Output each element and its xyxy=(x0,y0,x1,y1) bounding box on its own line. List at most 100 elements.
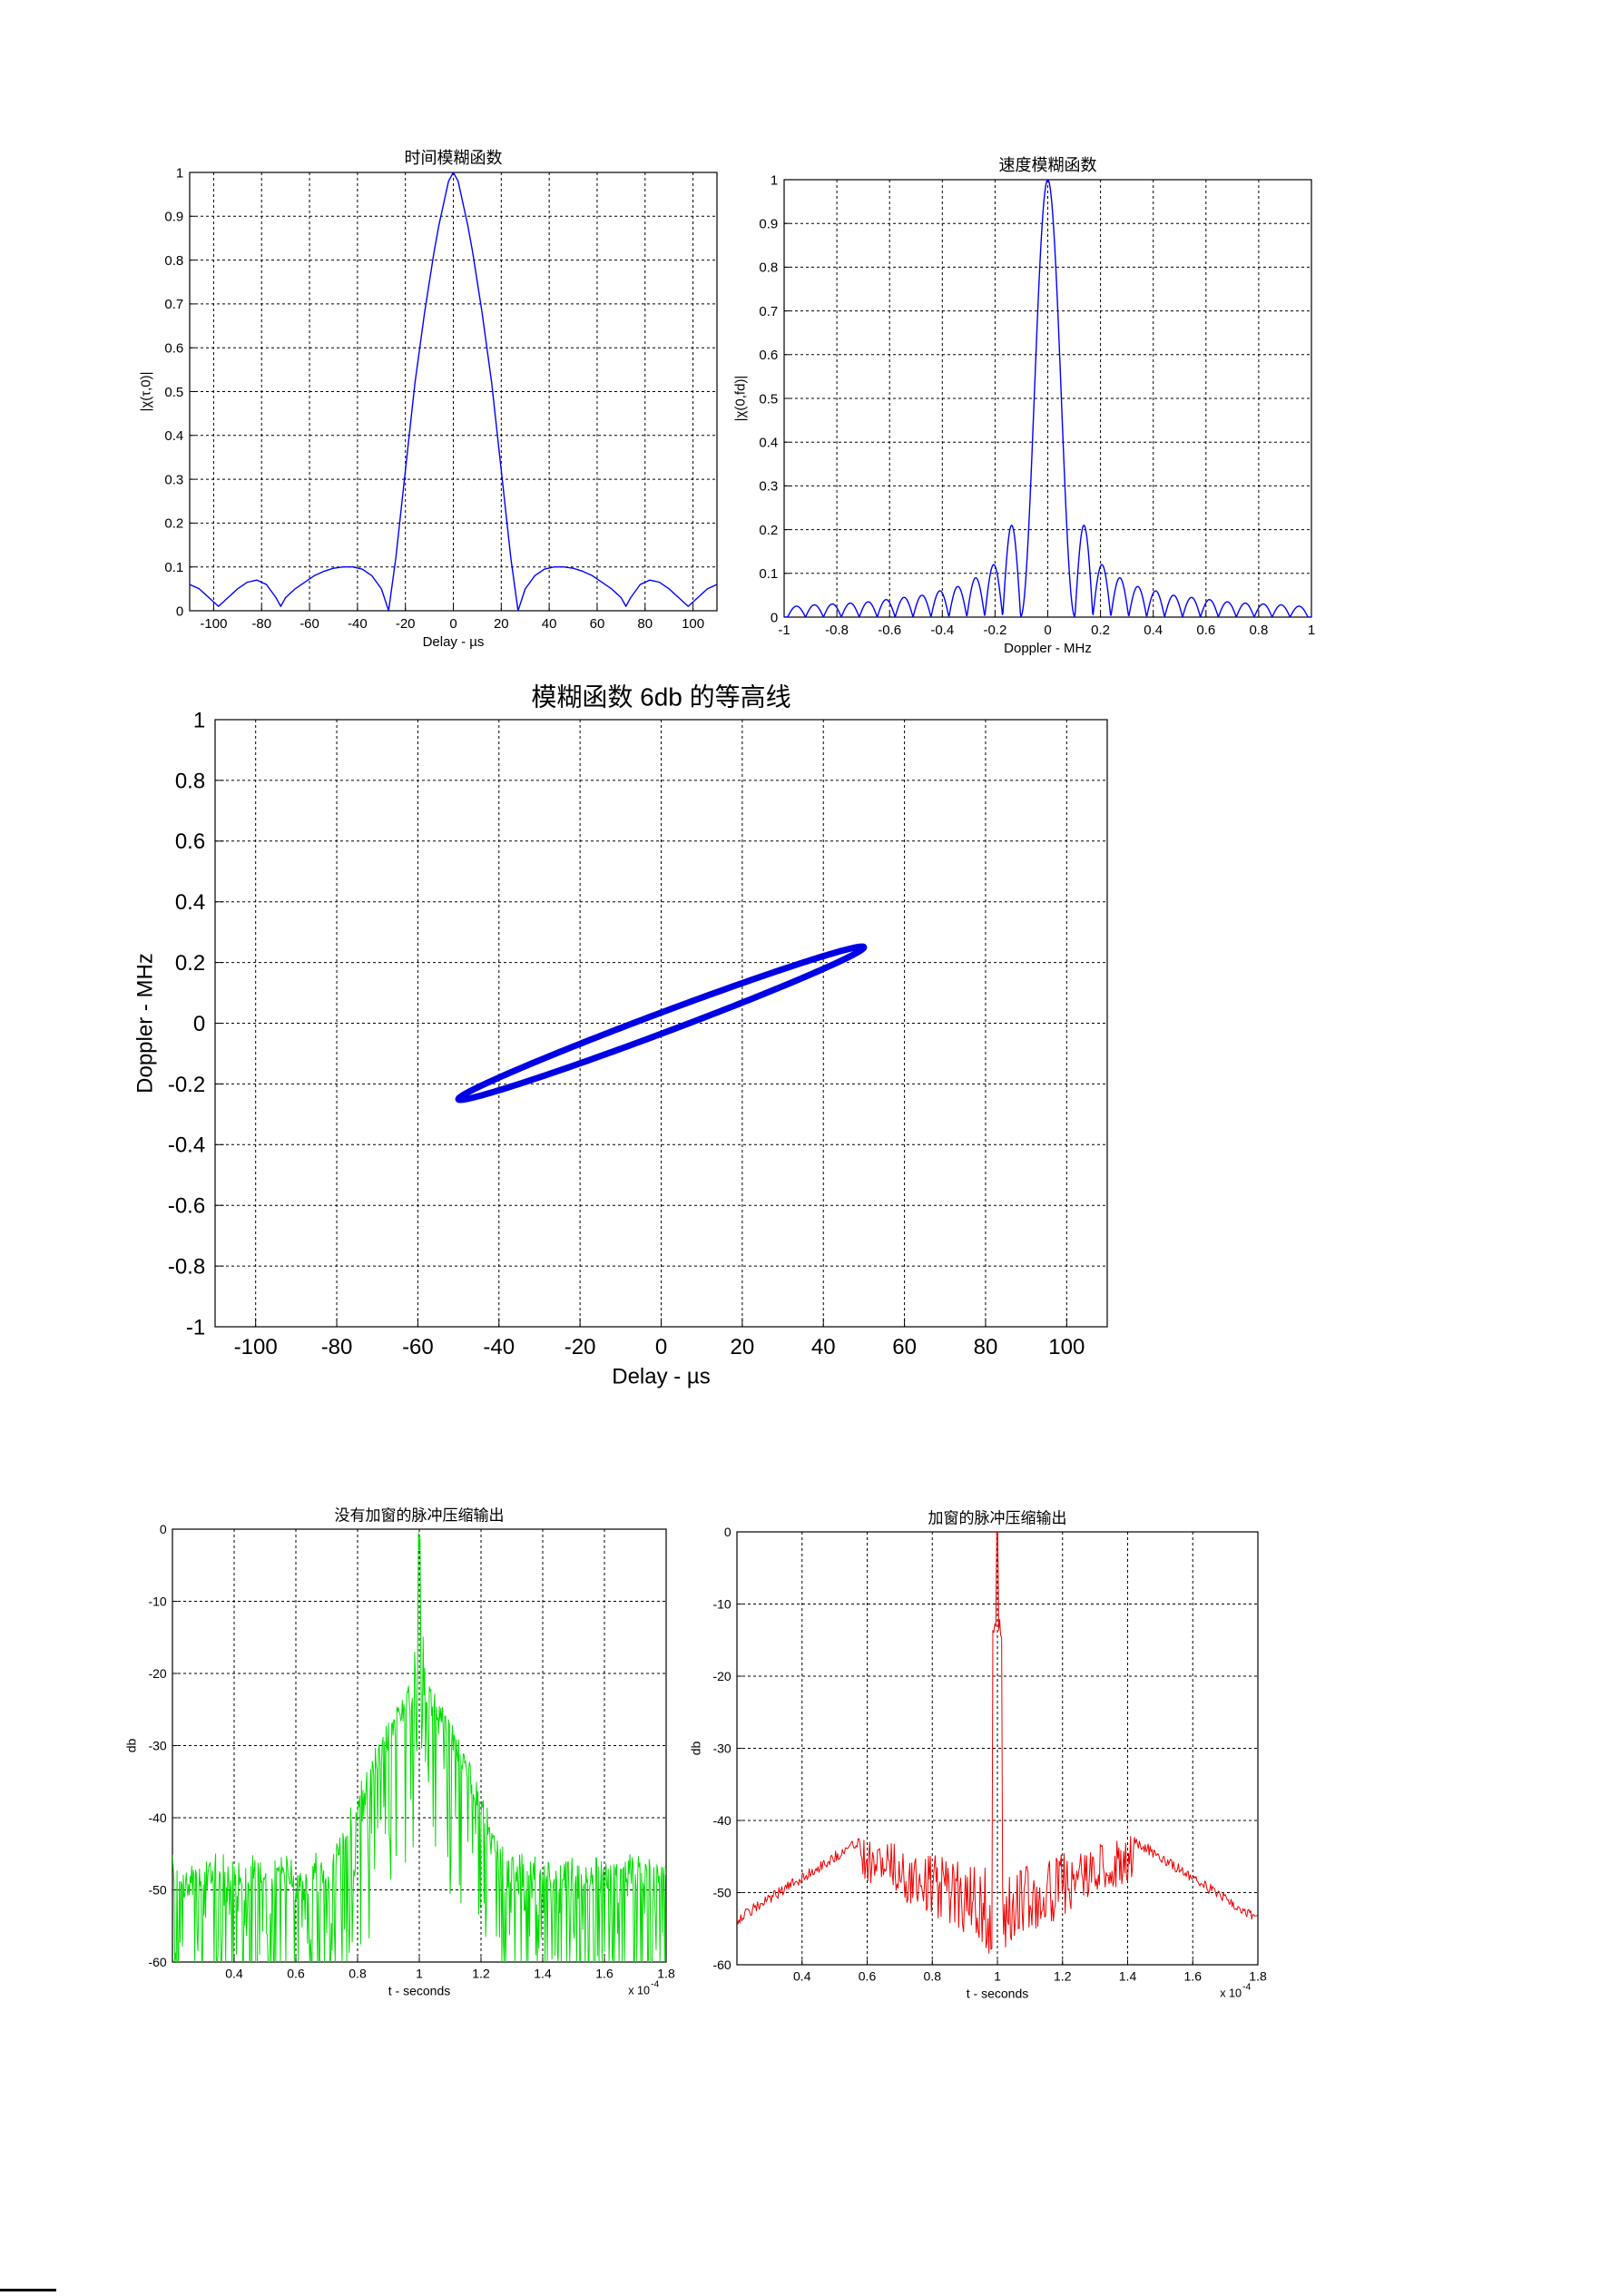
doppler_ambiguity-xtick-label-0: -1 xyxy=(778,623,790,638)
compress_window-ytick-label-2: -40 xyxy=(712,1813,731,1828)
doppler_ambiguity-ytick-label-1: 0.1 xyxy=(759,566,778,582)
time_ambiguity-ytick-label-10: 1 xyxy=(176,165,183,181)
time_ambiguity-xtick-label-7: 40 xyxy=(542,616,557,632)
compress_nowindow-xtick-label-1: 0.6 xyxy=(287,1967,305,1981)
time_ambiguity-ytick-label-5: 0.5 xyxy=(164,385,183,400)
doppler_ambiguity-ytick-label-2: 0.2 xyxy=(759,523,778,538)
contour_6db-ylabel: Doppler - MHz xyxy=(133,953,157,1094)
compress_nowindow-xtick-label-4: 1.2 xyxy=(472,1967,490,1981)
doppler_ambiguity-ylabel: |χ(0,fd)| xyxy=(733,376,749,422)
time_ambiguity-xtick-label-10: 100 xyxy=(682,616,704,632)
contour_6db-xtick-label-10: 100 xyxy=(1048,1335,1085,1359)
compress_nowindow-ytick-label-1: -50 xyxy=(148,1882,166,1897)
contour_6db-xlabel: Delay - µs xyxy=(612,1364,711,1388)
doppler_ambiguity-xtick-label-9: 0.8 xyxy=(1249,623,1268,638)
contour_6db-xtick-label-9: 80 xyxy=(974,1335,998,1359)
compress_window-xtick-label-5: 1.4 xyxy=(1119,1969,1137,1984)
time_ambiguity-ytick-label-8: 0.8 xyxy=(164,253,183,269)
compress_nowindow-xtick-label-2: 0.8 xyxy=(349,1967,367,1981)
time_ambiguity-xtick-label-2: -60 xyxy=(299,616,319,632)
compress_window-ylabel: db xyxy=(688,1742,702,1756)
time_ambiguity-xtick-label-5: 0 xyxy=(449,616,457,632)
compress_window-series-line xyxy=(737,1532,1258,1954)
contour_6db-series-line xyxy=(455,943,868,1104)
contour_6db-frame xyxy=(214,719,1108,1328)
compress_window-ytick-label-6: 0 xyxy=(724,1525,731,1539)
time_ambiguity-xtick-label-9: 80 xyxy=(637,616,653,632)
doppler_ambiguity-ytick-label-9: 0.9 xyxy=(759,216,778,231)
doppler_ambiguity-xlabel: Doppler - MHz xyxy=(1004,641,1092,656)
time_ambiguity-xtick-label-6: 20 xyxy=(494,616,509,632)
compress_nowindow-ytick-label-6: 0 xyxy=(160,1522,167,1536)
compress_nowindow-chart: 0.4 0.6 0.8 1 1.2 1.4 1.6 1.8-60-50-40-30-20-10… xyxy=(123,1507,675,1998)
contour_6db-xtick-label-1: -80 xyxy=(321,1335,353,1359)
compress_window-xtick-label-7: 1.8 xyxy=(1249,1969,1267,1984)
compress_window-xlabel: t - seconds xyxy=(967,1986,1028,2000)
time_ambiguity-xtick-label-1: -80 xyxy=(251,616,271,632)
compress_nowindow-xtick-label-0: 0.4 xyxy=(225,1967,243,1981)
time_ambiguity-ytick-label-2: 0.2 xyxy=(164,516,183,532)
contour_6db-xtick-label-8: 60 xyxy=(892,1335,917,1359)
time_ambiguity-ytick-label-0: 0 xyxy=(176,603,183,619)
compress_nowindow-xtick-label-6: 1.6 xyxy=(595,1967,614,1981)
doppler_ambiguity-title: 速度模糊函数 xyxy=(999,156,1097,174)
doppler_ambiguity-ytick-label-8: 0.8 xyxy=(759,260,778,276)
compress_nowindow-xtick-label-3: 1 xyxy=(416,1967,423,1981)
contour_6db-xtick-label-3: -40 xyxy=(483,1335,515,1359)
compress_window-x-multiplier: x 10 xyxy=(1220,1987,1242,2000)
contour_6db-xtick-label-2: -60 xyxy=(402,1335,434,1359)
contour_6db-xtick-label-5: 0 xyxy=(655,1335,667,1359)
page-footer-rule xyxy=(0,2289,56,2291)
contour_6db-ytick-label-10: 1 xyxy=(193,708,205,732)
compress_nowindow-xtick-label-7: 1.8 xyxy=(657,1967,675,1981)
doppler_ambiguity-xtick-label-5: 0 xyxy=(1044,623,1051,638)
compress_window-xtick-label-4: 1.2 xyxy=(1054,1969,1072,1984)
compress_window-ytick-label-0: -60 xyxy=(712,1957,731,1972)
time_ambiguity-ytick-label-7: 0.7 xyxy=(164,297,183,312)
doppler_ambiguity-ytick-label-0: 0 xyxy=(771,610,778,625)
time_ambiguity-ytick-label-4: 0.4 xyxy=(164,428,183,444)
doppler_ambiguity-xtick-label-4: -0.2 xyxy=(983,623,1006,638)
contour_6db-xtick-label-6: 20 xyxy=(731,1335,755,1359)
compress_window-ytick-label-1: -50 xyxy=(712,1885,731,1899)
doppler_ambiguity-series-line xyxy=(784,180,1311,617)
doppler_ambiguity-chart: -1 -0.8 -0.6 -0.4 -0.2 0 0.2 0.4 0.6 0.8 1 0 0.1 0.2 0… xyxy=(733,156,1316,656)
compress_nowindow-ytick-label-2: -40 xyxy=(148,1810,166,1825)
time_ambiguity-chart: -100 -80 -60 -40 -20 0 20 40 60 80 100 0 0.1 0.2 0.3 0.… xyxy=(139,149,718,650)
time_ambiguity-ytick-label-6: 0.6 xyxy=(164,340,183,356)
compress_nowindow-ylabel: db xyxy=(123,1739,138,1753)
doppler_ambiguity-xtick-label-2: -0.6 xyxy=(878,623,901,638)
compress_window-ytick-label-3: -30 xyxy=(712,1741,731,1755)
doppler_ambiguity-xtick-label-3: -0.4 xyxy=(930,623,954,638)
compress_window-x-exponent: -4 xyxy=(1242,1981,1251,1992)
compress_nowindow-title: 没有加窗的脉冲压缩输出 xyxy=(335,1507,505,1525)
contour_6db-ytick-label-1: -0.8 xyxy=(168,1255,205,1280)
contour_6db-xtick-label-0: -100 xyxy=(234,1335,278,1359)
compress_nowindow-series-line xyxy=(172,1532,666,1962)
contour_6db-xtick-label-7: 40 xyxy=(811,1335,836,1359)
time_ambiguity-xtick-label-8: 60 xyxy=(590,616,605,632)
time_ambiguity-xlabel: Delay - µs xyxy=(423,634,485,650)
contour_6db-ytick-label-8: 0.6 xyxy=(175,829,205,854)
contour_6db-ytick-label-0: -1 xyxy=(186,1315,205,1339)
time_ambiguity-title: 时间模糊函数 xyxy=(405,149,503,167)
time_ambiguity-xtick-label-4: -20 xyxy=(396,616,416,632)
contour_6db-title: 模糊函数 6db 的等高线 xyxy=(531,683,790,711)
time_ambiguity-ytick-label-3: 0.3 xyxy=(164,472,183,487)
compress_nowindow-xtick-label-5: 1.4 xyxy=(534,1967,552,1981)
compress_nowindow-ytick-label-0: -60 xyxy=(148,1955,166,1969)
contour_6db-xtick-label-4: -20 xyxy=(565,1335,596,1359)
contour_6db-ytick-label-9: 0.8 xyxy=(175,769,205,793)
doppler_ambiguity-xtick-label-6: 0.2 xyxy=(1091,623,1110,638)
compress_nowindow-xlabel: t - seconds xyxy=(388,1983,450,1997)
compress_window-title: 加窗的脉冲压缩输出 xyxy=(928,1510,1067,1527)
doppler_ambiguity-xtick-label-7: 0.4 xyxy=(1144,623,1163,638)
contour_6db-ytick-label-3: -0.4 xyxy=(168,1133,205,1158)
doppler_ambiguity-ytick-label-6: 0.6 xyxy=(759,348,778,363)
contour_6db-ytick-label-6: 0.2 xyxy=(175,951,205,976)
compress_window-xtick-label-0: 0.4 xyxy=(793,1969,811,1984)
compress_nowindow-ytick-label-3: -30 xyxy=(148,1738,166,1752)
compress_nowindow-ytick-label-4: -20 xyxy=(148,1666,166,1681)
time_ambiguity-series-line xyxy=(190,172,717,611)
